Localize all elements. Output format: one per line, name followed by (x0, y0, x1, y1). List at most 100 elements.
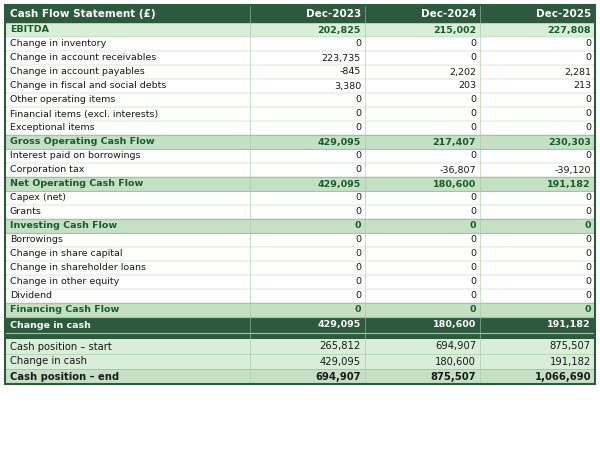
Bar (365, 93, 480, 107)
Text: 0: 0 (355, 207, 361, 217)
Text: 0: 0 (355, 291, 361, 301)
Text: 0: 0 (470, 278, 476, 286)
Text: Capex (net): Capex (net) (10, 194, 66, 202)
Bar (365, 369, 480, 384)
Bar (480, 177, 595, 191)
Text: Change in cash: Change in cash (10, 357, 87, 366)
Text: 0: 0 (585, 123, 591, 133)
Text: 429,095: 429,095 (318, 138, 361, 146)
Text: Gross Operating Cash Flow: Gross Operating Cash Flow (10, 138, 155, 146)
Bar (365, 5, 480, 23)
Bar (5, 369, 250, 384)
Bar (480, 93, 595, 107)
Bar (480, 233, 595, 247)
Bar (5, 23, 250, 37)
Bar (365, 51, 480, 65)
Bar (480, 121, 595, 135)
Bar (5, 261, 250, 275)
Text: 0: 0 (585, 95, 591, 105)
Bar (250, 339, 365, 354)
Text: 2,202: 2,202 (449, 67, 476, 77)
Text: 875,507: 875,507 (431, 371, 476, 381)
Bar (480, 65, 595, 79)
Text: 203: 203 (458, 82, 476, 90)
Bar (480, 339, 595, 354)
Text: Dividend: Dividend (10, 291, 52, 301)
Bar (5, 339, 250, 354)
Text: 0: 0 (470, 110, 476, 118)
Text: Dec-2024: Dec-2024 (421, 9, 476, 19)
Bar (5, 163, 250, 177)
Text: Other operating items: Other operating items (10, 95, 115, 105)
Text: 0: 0 (585, 263, 591, 273)
Text: 429,095: 429,095 (318, 179, 361, 189)
Text: Change in shareholder loans: Change in shareholder loans (10, 263, 146, 273)
Bar (365, 219, 480, 233)
Bar (365, 107, 480, 121)
Bar (365, 177, 480, 191)
Text: -36,807: -36,807 (439, 166, 476, 174)
Bar (250, 51, 365, 65)
Bar (5, 191, 250, 205)
Text: Cash position – end: Cash position – end (10, 371, 119, 381)
Text: 0: 0 (355, 222, 361, 230)
Text: 223,735: 223,735 (322, 54, 361, 62)
Text: 0: 0 (585, 39, 591, 49)
Bar (480, 5, 595, 23)
Text: Investing Cash Flow: Investing Cash Flow (10, 222, 117, 230)
Text: 227,808: 227,808 (547, 26, 591, 34)
Text: 265,812: 265,812 (320, 341, 361, 352)
Bar (480, 354, 595, 369)
Bar (250, 354, 365, 369)
Bar (480, 205, 595, 219)
Bar (5, 79, 250, 93)
Bar (250, 93, 365, 107)
Text: Financing Cash Flow: Financing Cash Flow (10, 306, 119, 314)
Bar (365, 79, 480, 93)
Bar (250, 65, 365, 79)
Text: 191,182: 191,182 (547, 320, 591, 330)
Bar (5, 205, 250, 219)
Bar (5, 65, 250, 79)
Text: Change in cash: Change in cash (10, 320, 91, 330)
Bar (480, 107, 595, 121)
Bar (480, 261, 595, 275)
Bar (5, 219, 250, 233)
Bar (480, 51, 595, 65)
Text: Cash position – start: Cash position – start (10, 341, 112, 352)
Text: -39,120: -39,120 (554, 166, 591, 174)
Bar (365, 317, 480, 333)
Text: 0: 0 (470, 123, 476, 133)
Bar (365, 289, 480, 303)
Bar (365, 37, 480, 51)
Text: 3,380: 3,380 (334, 82, 361, 90)
Bar (480, 37, 595, 51)
Bar (480, 369, 595, 384)
Text: 0: 0 (355, 39, 361, 49)
Text: Change in account payables: Change in account payables (10, 67, 145, 77)
Text: 0: 0 (355, 194, 361, 202)
Bar (365, 191, 480, 205)
Bar (250, 219, 365, 233)
Bar (365, 23, 480, 37)
Bar (5, 135, 250, 149)
Text: Dec-2023: Dec-2023 (306, 9, 361, 19)
Bar (480, 219, 595, 233)
Bar (365, 354, 480, 369)
Text: 0: 0 (470, 291, 476, 301)
Text: 217,407: 217,407 (433, 138, 476, 146)
Text: Corporation tax: Corporation tax (10, 166, 85, 174)
Bar (480, 191, 595, 205)
Bar (5, 333, 595, 339)
Text: 0: 0 (585, 250, 591, 258)
Bar (250, 247, 365, 261)
Bar (365, 233, 480, 247)
Bar (250, 261, 365, 275)
Text: 0: 0 (585, 278, 591, 286)
Bar (250, 191, 365, 205)
Text: 230,303: 230,303 (548, 138, 591, 146)
Bar (250, 205, 365, 219)
Bar (250, 135, 365, 149)
Bar (480, 303, 595, 317)
Bar (480, 317, 595, 333)
